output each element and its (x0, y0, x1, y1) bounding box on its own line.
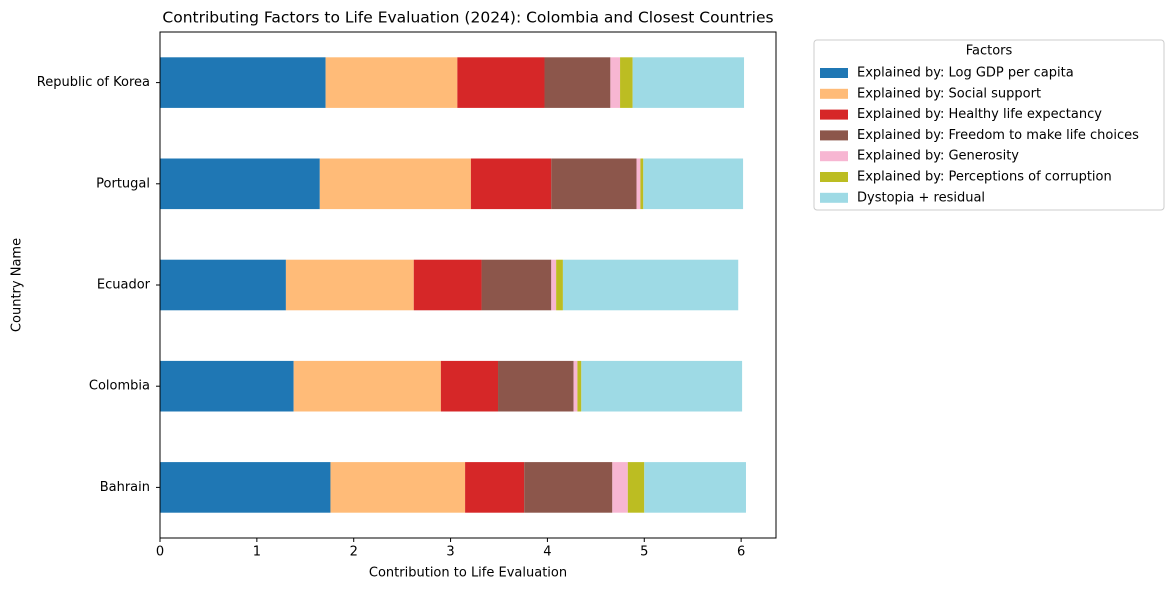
y-tick-label: Bahrain (100, 480, 150, 495)
bar-segment (562, 259, 739, 311)
bar-segment (413, 259, 482, 311)
legend-label: Explained by: Social support (857, 86, 1041, 101)
bar-segment (160, 462, 331, 513)
bar-segment (325, 57, 458, 108)
x-tick-label: 3 (446, 545, 454, 560)
legend-title: Factors (966, 44, 1013, 59)
bar-segment (160, 259, 286, 311)
bar-segment (636, 158, 641, 210)
bar-segment (544, 57, 611, 108)
x-tick-label: 4 (543, 545, 551, 560)
bar-segment (319, 158, 471, 210)
legend-swatch (820, 130, 848, 141)
legend-swatch (820, 88, 848, 99)
bar-segment (160, 57, 326, 108)
bar-segment (573, 360, 578, 412)
bar-segment (293, 360, 441, 412)
legend-swatch (820, 151, 848, 162)
legend-label: Explained by: Generosity (857, 149, 1019, 164)
plot-frame (159, 31, 777, 539)
y-tick-label: Portugal (96, 176, 150, 191)
legend-swatch (820, 109, 848, 120)
chart-title: Contributing Factors to Life Evaluation … (162, 9, 773, 27)
y-tick-label: Ecuador (97, 278, 151, 293)
bar-segment (551, 158, 637, 210)
legend-label: Explained by: Log GDP per capita (857, 66, 1074, 81)
bar-segment (160, 158, 320, 210)
x-tick-label: 0 (156, 545, 164, 560)
bar-segment (632, 57, 745, 108)
x-tick-label: 5 (640, 545, 648, 560)
bar-segment (620, 57, 633, 108)
legend-box (813, 39, 1165, 211)
legend-label: Explained by: Perceptions of corruption (857, 170, 1112, 185)
y-axis-label: Country Name (10, 238, 25, 332)
legend-swatch (820, 68, 848, 78)
legend-swatch (820, 192, 848, 203)
bar-segment (524, 462, 613, 513)
bar-segment (612, 462, 628, 513)
bar-segment (644, 462, 746, 513)
legend-label: Dystopia + residual (857, 190, 985, 205)
bar-segment (627, 462, 645, 513)
bar-segment (498, 360, 574, 412)
legend-label: Explained by: Freedom to make life choic… (857, 128, 1139, 143)
bar-segment (470, 158, 552, 210)
bar-segment (285, 259, 414, 311)
bar-segment (551, 259, 557, 311)
y-tick-label: Colombia (89, 379, 150, 394)
bar-segment (610, 57, 621, 108)
bar-segment (457, 57, 545, 108)
x-tick-label: 6 (737, 545, 745, 560)
bar-segment (581, 360, 743, 412)
x-tick-label: 2 (350, 545, 358, 560)
bar-segment (440, 360, 499, 412)
x-tick-label: 1 (253, 545, 261, 560)
legend-label: Explained by: Healthy life expectancy (857, 107, 1102, 122)
bar-segment (481, 259, 552, 311)
bar-segment (556, 259, 563, 311)
bar-segment (643, 158, 744, 210)
bar-segment (465, 462, 525, 513)
legend-swatch (820, 172, 848, 182)
bar-segment (160, 360, 294, 412)
y-tick-label: Republic of Korea (37, 75, 150, 90)
bar-segment (330, 462, 466, 513)
bar-segment (577, 360, 582, 412)
x-axis-label: Contribution to Life Evaluation (369, 566, 567, 581)
bar-segment (640, 158, 644, 210)
